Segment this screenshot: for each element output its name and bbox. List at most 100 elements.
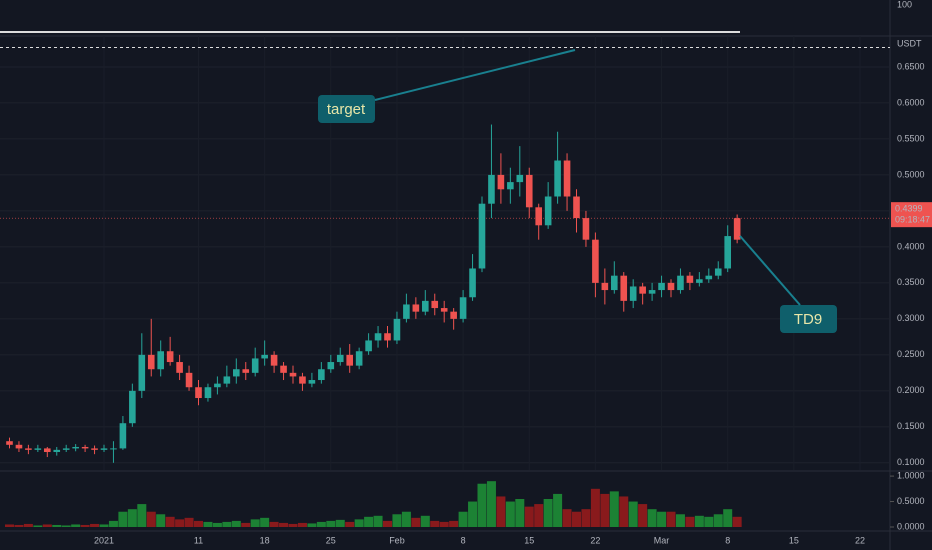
candle-body bbox=[648, 290, 656, 294]
volume-bar bbox=[449, 520, 459, 527]
candle-body bbox=[403, 304, 410, 319]
volume-bar bbox=[420, 515, 430, 527]
volume-bar bbox=[581, 509, 591, 527]
candle-body bbox=[72, 446, 79, 449]
volume-bar bbox=[704, 516, 714, 527]
candle-body bbox=[119, 423, 127, 449]
y-tick-label: 0.4000 bbox=[897, 241, 925, 251]
candle-body bbox=[223, 376, 231, 384]
candle-body bbox=[346, 354, 353, 366]
annotation-box bbox=[318, 95, 375, 123]
volume-bar bbox=[99, 524, 109, 527]
y-tick-label: 0.1500 bbox=[897, 421, 925, 431]
y-tick-label: 0.6500 bbox=[897, 61, 925, 71]
volume-bar bbox=[439, 521, 449, 527]
candle-body bbox=[658, 282, 665, 291]
volume-bar bbox=[212, 522, 222, 527]
volume-bar bbox=[297, 522, 307, 527]
candle-body bbox=[100, 448, 108, 450]
x-tick-label: 8 bbox=[725, 535, 730, 545]
top-indicator-tick: 100 bbox=[897, 0, 912, 9]
volume-bar bbox=[71, 524, 81, 527]
volume-bar bbox=[524, 506, 534, 527]
volume-bar bbox=[496, 496, 506, 527]
candle-body bbox=[507, 182, 514, 190]
candle-body bbox=[384, 333, 391, 341]
volume-bar bbox=[175, 519, 185, 527]
candle-body bbox=[53, 449, 61, 453]
candle-body bbox=[620, 275, 628, 301]
last-price-box bbox=[891, 202, 932, 228]
volume-bar bbox=[562, 509, 572, 527]
candle-body bbox=[705, 275, 713, 280]
candle-body bbox=[601, 282, 609, 291]
candle-body bbox=[469, 268, 476, 298]
volume-bar bbox=[231, 520, 241, 527]
volume-bar bbox=[619, 496, 629, 527]
candle-body bbox=[478, 203, 486, 269]
volume-bar bbox=[666, 511, 676, 527]
volume-bar bbox=[345, 521, 355, 527]
candle-body bbox=[34, 448, 42, 450]
candle-body bbox=[15, 444, 23, 449]
y-tick-label: 0.5000 bbox=[897, 169, 925, 179]
x-tick-label: 8 bbox=[461, 535, 466, 545]
annotation: target bbox=[327, 101, 366, 118]
candle-body bbox=[535, 207, 542, 226]
volume-bar bbox=[118, 511, 128, 527]
candle-body bbox=[147, 354, 155, 370]
candle-body bbox=[733, 218, 741, 240]
volume-bar bbox=[657, 511, 667, 527]
candle-body bbox=[270, 354, 278, 366]
candle-body bbox=[355, 351, 363, 366]
volume-bar bbox=[194, 520, 203, 527]
volume-bar bbox=[411, 517, 421, 527]
candle-body bbox=[318, 369, 325, 381]
volume-bar bbox=[468, 501, 478, 527]
x-tick-label: 15 bbox=[789, 535, 799, 545]
volume-bar bbox=[146, 511, 156, 527]
volume-bar bbox=[269, 521, 279, 527]
volume-bar bbox=[203, 521, 213, 527]
candle-body bbox=[214, 383, 221, 388]
candle-body bbox=[696, 279, 703, 283]
volume-bar bbox=[609, 491, 619, 527]
volume-bar bbox=[647, 509, 657, 527]
candle-body bbox=[611, 275, 618, 291]
candle-body bbox=[677, 275, 684, 291]
volume-bar bbox=[553, 493, 563, 527]
candle-body bbox=[563, 160, 571, 197]
volume-bar bbox=[572, 511, 581, 527]
volume-bar bbox=[52, 524, 62, 527]
candle-body bbox=[299, 376, 306, 384]
volume-bar bbox=[14, 524, 24, 527]
x-tick-label: 25 bbox=[326, 535, 336, 545]
volume-bar bbox=[5, 524, 14, 527]
candle-body bbox=[166, 351, 174, 363]
volume-bar bbox=[316, 521, 326, 527]
candle-body bbox=[592, 239, 599, 283]
volume-bar bbox=[364, 516, 374, 527]
volume-bar bbox=[430, 520, 440, 527]
volume-bar bbox=[241, 522, 251, 527]
x-tick-label: Mar bbox=[654, 535, 670, 545]
volume-bar bbox=[515, 499, 525, 527]
x-tick-label: Feb bbox=[389, 535, 405, 545]
volume-bar bbox=[33, 525, 43, 527]
x-tick-label: 22 bbox=[590, 535, 600, 545]
candle-body bbox=[261, 354, 268, 359]
candle-body bbox=[44, 448, 51, 453]
volume-bar bbox=[401, 511, 411, 527]
x-tick-label: 11 bbox=[194, 535, 203, 545]
candle-body bbox=[554, 160, 561, 197]
candle-body bbox=[6, 441, 13, 445]
candle-body bbox=[639, 286, 646, 294]
candle-body bbox=[157, 351, 164, 370]
volume-bar bbox=[156, 514, 166, 527]
volume-bar bbox=[90, 523, 100, 527]
volume-bar bbox=[723, 509, 733, 527]
